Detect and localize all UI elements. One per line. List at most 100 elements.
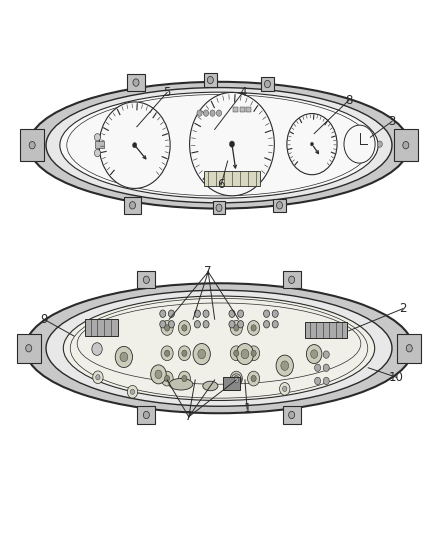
FancyBboxPatch shape: [212, 201, 226, 214]
Circle shape: [131, 389, 134, 394]
Circle shape: [406, 344, 412, 352]
Circle shape: [230, 141, 234, 147]
Circle shape: [190, 92, 274, 196]
Text: 2: 2: [399, 302, 406, 315]
Circle shape: [314, 377, 321, 385]
FancyBboxPatch shape: [95, 141, 105, 148]
Circle shape: [234, 375, 239, 382]
Circle shape: [247, 371, 260, 386]
Circle shape: [283, 386, 287, 392]
Circle shape: [203, 320, 209, 328]
Circle shape: [197, 110, 202, 116]
Circle shape: [161, 346, 173, 361]
Circle shape: [237, 310, 244, 317]
Circle shape: [323, 377, 329, 385]
Circle shape: [120, 352, 128, 362]
Circle shape: [251, 325, 256, 331]
Circle shape: [272, 310, 278, 317]
Circle shape: [276, 355, 293, 376]
Circle shape: [155, 370, 162, 378]
Circle shape: [165, 350, 170, 357]
Circle shape: [26, 344, 32, 352]
Circle shape: [237, 320, 244, 328]
Circle shape: [165, 325, 170, 331]
Text: 10: 10: [389, 371, 404, 384]
Circle shape: [127, 385, 138, 398]
Circle shape: [306, 344, 322, 364]
Text: 3: 3: [389, 115, 396, 128]
FancyBboxPatch shape: [137, 271, 155, 288]
Circle shape: [133, 143, 137, 148]
Circle shape: [287, 114, 337, 175]
Circle shape: [403, 141, 409, 149]
Circle shape: [230, 320, 242, 335]
Circle shape: [247, 320, 260, 335]
Circle shape: [234, 325, 239, 331]
FancyBboxPatch shape: [261, 77, 274, 91]
FancyBboxPatch shape: [17, 334, 41, 363]
Circle shape: [203, 310, 209, 317]
Circle shape: [251, 350, 256, 357]
Circle shape: [165, 375, 170, 382]
FancyBboxPatch shape: [273, 199, 286, 212]
FancyBboxPatch shape: [283, 406, 301, 424]
Circle shape: [95, 134, 100, 141]
Text: 6: 6: [217, 178, 225, 191]
Circle shape: [264, 310, 270, 317]
Text: 9: 9: [40, 313, 48, 326]
Circle shape: [230, 346, 242, 361]
FancyBboxPatch shape: [204, 172, 260, 186]
Circle shape: [143, 276, 149, 284]
Ellipse shape: [46, 87, 392, 203]
Ellipse shape: [203, 381, 218, 391]
Circle shape: [160, 310, 166, 317]
Circle shape: [251, 375, 256, 382]
Circle shape: [265, 80, 270, 88]
Circle shape: [247, 346, 260, 361]
Circle shape: [115, 346, 133, 368]
Circle shape: [178, 346, 191, 361]
Circle shape: [95, 149, 100, 157]
Circle shape: [207, 76, 213, 84]
Text: 1: 1: [244, 402, 251, 415]
Circle shape: [279, 383, 290, 395]
Text: 8: 8: [345, 94, 353, 107]
Ellipse shape: [46, 290, 392, 406]
Circle shape: [133, 79, 139, 86]
Circle shape: [182, 375, 187, 382]
Circle shape: [311, 142, 314, 146]
Circle shape: [143, 411, 149, 418]
Circle shape: [151, 365, 166, 384]
FancyBboxPatch shape: [305, 322, 347, 338]
Circle shape: [377, 141, 382, 147]
Circle shape: [161, 371, 173, 386]
Circle shape: [182, 325, 187, 331]
Circle shape: [241, 349, 249, 359]
Circle shape: [99, 102, 170, 189]
FancyBboxPatch shape: [204, 74, 217, 87]
Circle shape: [272, 320, 278, 328]
FancyBboxPatch shape: [246, 107, 251, 112]
Circle shape: [216, 110, 222, 116]
Ellipse shape: [64, 296, 374, 400]
Circle shape: [311, 350, 318, 358]
Circle shape: [236, 343, 254, 365]
Circle shape: [168, 310, 174, 317]
Circle shape: [93, 371, 103, 384]
Circle shape: [234, 377, 238, 383]
FancyBboxPatch shape: [240, 107, 245, 112]
Circle shape: [194, 310, 201, 317]
FancyBboxPatch shape: [223, 377, 240, 390]
Circle shape: [160, 320, 166, 328]
Circle shape: [161, 320, 173, 335]
Circle shape: [130, 201, 135, 209]
FancyBboxPatch shape: [397, 334, 421, 363]
Circle shape: [210, 110, 215, 116]
FancyBboxPatch shape: [20, 130, 44, 161]
Circle shape: [203, 110, 208, 116]
Text: 7: 7: [185, 410, 192, 423]
Circle shape: [194, 320, 201, 328]
FancyBboxPatch shape: [137, 406, 155, 424]
Ellipse shape: [29, 82, 409, 208]
Circle shape: [314, 351, 321, 358]
